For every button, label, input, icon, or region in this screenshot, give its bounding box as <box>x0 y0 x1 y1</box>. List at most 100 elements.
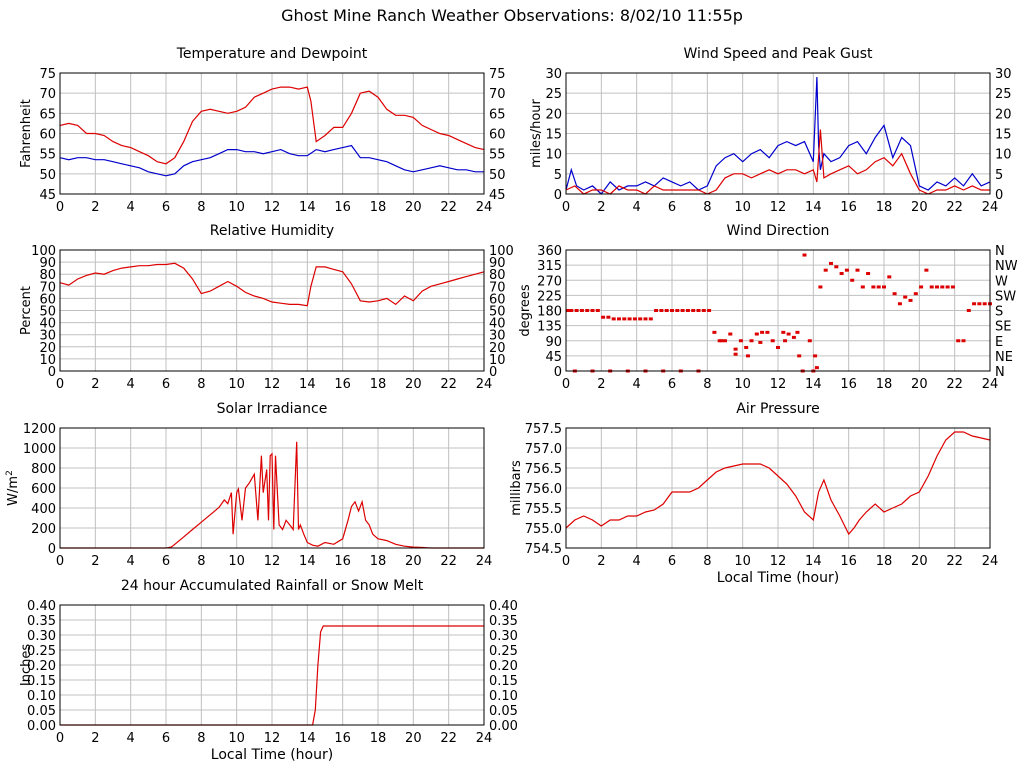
y-tick-label-right: 15 <box>995 128 1012 143</box>
y-tick-label: 5 <box>554 168 562 183</box>
direction-point <box>758 340 763 344</box>
y-tick-label: 757.5 <box>525 422 562 437</box>
direction-point <box>664 309 669 312</box>
x-tick-label: 8 <box>197 377 205 392</box>
x-tick-label: 16 <box>840 554 857 569</box>
direction-point <box>685 309 690 312</box>
direction-point <box>707 309 712 312</box>
direction-point <box>783 339 788 343</box>
x-tick-label: 16 <box>334 200 351 215</box>
pressure-ylabel: millibars <box>509 460 524 516</box>
solar-title: Solar Irradiance <box>217 401 328 417</box>
y-tick-label: 180 <box>537 305 562 320</box>
x-tick-label: 2 <box>91 554 99 569</box>
direction-point <box>659 309 664 312</box>
y-tick-label-right: NW <box>995 259 1018 274</box>
direction-point <box>733 347 738 351</box>
x-tick-label: 4 <box>127 554 135 569</box>
y-tick-label-right: 10 <box>489 353 506 368</box>
x-tick-label: 4 <box>633 554 641 569</box>
direction-point <box>622 317 627 321</box>
direction-point <box>654 309 659 312</box>
y-tick-label: 1200 <box>23 422 56 437</box>
direction-point <box>829 261 833 265</box>
x-tick-label: 6 <box>162 200 170 215</box>
direction-point <box>897 302 902 306</box>
direction-point <box>823 268 828 272</box>
x-tick-label: 6 <box>162 377 170 392</box>
x-tick-label: 24 <box>476 377 493 392</box>
y-tick-label: 75 <box>39 67 56 82</box>
rain-chart: 0 2 4 6 8 10 12 14 16 18 20 22 240.00 0.000.05 0.050.1… <box>19 578 518 763</box>
direction-point <box>929 285 934 289</box>
x-tick-label: 0 <box>56 731 64 746</box>
y-tick-label-right: 0 <box>995 188 1003 203</box>
y-tick-label-right: SW <box>995 289 1016 304</box>
y-tick-label: 360 <box>537 244 562 259</box>
y-tick-label-right: 30 <box>995 67 1012 82</box>
x-tick-label: 20 <box>405 554 422 569</box>
y-tick-label: 1000 <box>23 442 56 457</box>
wind-series-line <box>565 129 990 195</box>
y-tick-label: 80 <box>39 268 56 283</box>
x-tick-label: 0 <box>56 554 64 569</box>
x-tick-label: 8 <box>197 731 205 746</box>
y-tick-label: 0.00 <box>27 719 56 734</box>
y-tick-label: 0.40 <box>27 599 56 614</box>
x-tick-label: 22 <box>440 200 457 215</box>
ylabel-text: Fahrenheit <box>19 99 34 168</box>
pressure-title: Air Pressure <box>736 401 819 417</box>
y-tick-label-right: 0.10 <box>489 689 518 704</box>
x-tick-label: 8 <box>703 377 711 392</box>
y-tick-label: 0 <box>554 188 562 203</box>
y-tick-label-right: 50 <box>489 305 506 320</box>
y-tick-label-right: N <box>995 365 1005 380</box>
x-tick-label: 16 <box>840 377 857 392</box>
y-tick-label: 30 <box>545 67 562 82</box>
y-tick-label-right: 30 <box>489 329 506 344</box>
y-tick-label-right: E <box>995 335 1003 350</box>
y-tick-label-right: 70 <box>489 87 506 102</box>
y-tick-label-right: W <box>995 274 1008 289</box>
x-tick-label: 0 <box>562 377 570 392</box>
y-tick-label-right: 50 <box>489 168 506 183</box>
y-tick-label-right: 5 <box>995 168 1003 183</box>
x-tick-label: 22 <box>440 554 457 569</box>
x-tick-label: 12 <box>264 731 281 746</box>
x-tick-label: 14 <box>805 377 822 392</box>
humidity-frame <box>59 249 485 372</box>
y-tick-label: 15 <box>545 128 562 143</box>
direction-point <box>579 309 584 312</box>
direction-point <box>818 285 823 289</box>
x-tick-label: 8 <box>703 200 711 215</box>
solar-series-line <box>60 441 484 549</box>
direction-point <box>797 354 802 358</box>
direction-point <box>807 339 812 343</box>
x-tick-label: 0 <box>56 200 64 215</box>
x-tick-label: 18 <box>876 377 893 392</box>
humidity-series-line <box>59 262 485 307</box>
y-tick-label: 70 <box>39 87 56 102</box>
x-tick-label: 16 <box>334 554 351 569</box>
direction-point <box>611 317 616 321</box>
ylabel-text: Inches <box>19 644 34 686</box>
x-tick-label: 20 <box>911 377 928 392</box>
x-tick-label: 0 <box>562 554 570 569</box>
y-tick-label: 60 <box>39 292 56 307</box>
y-tick-label: 60 <box>39 128 56 143</box>
direction-point <box>738 339 743 343</box>
x-tick-label: 20 <box>405 200 422 215</box>
y-tick-label: 10 <box>39 353 56 368</box>
x-tick-label: 12 <box>770 377 787 392</box>
direction-point <box>565 309 570 312</box>
y-tick-label-right: 0.35 <box>489 614 518 629</box>
direction-point <box>638 317 643 321</box>
x-tick-label: 20 <box>911 200 928 215</box>
x-tick-label: 10 <box>734 377 751 392</box>
x-tick-label: 22 <box>946 200 963 215</box>
x-tick-label: 16 <box>334 377 351 392</box>
direction-point <box>701 309 706 312</box>
y-tick-label-right: 100 <box>489 244 514 259</box>
